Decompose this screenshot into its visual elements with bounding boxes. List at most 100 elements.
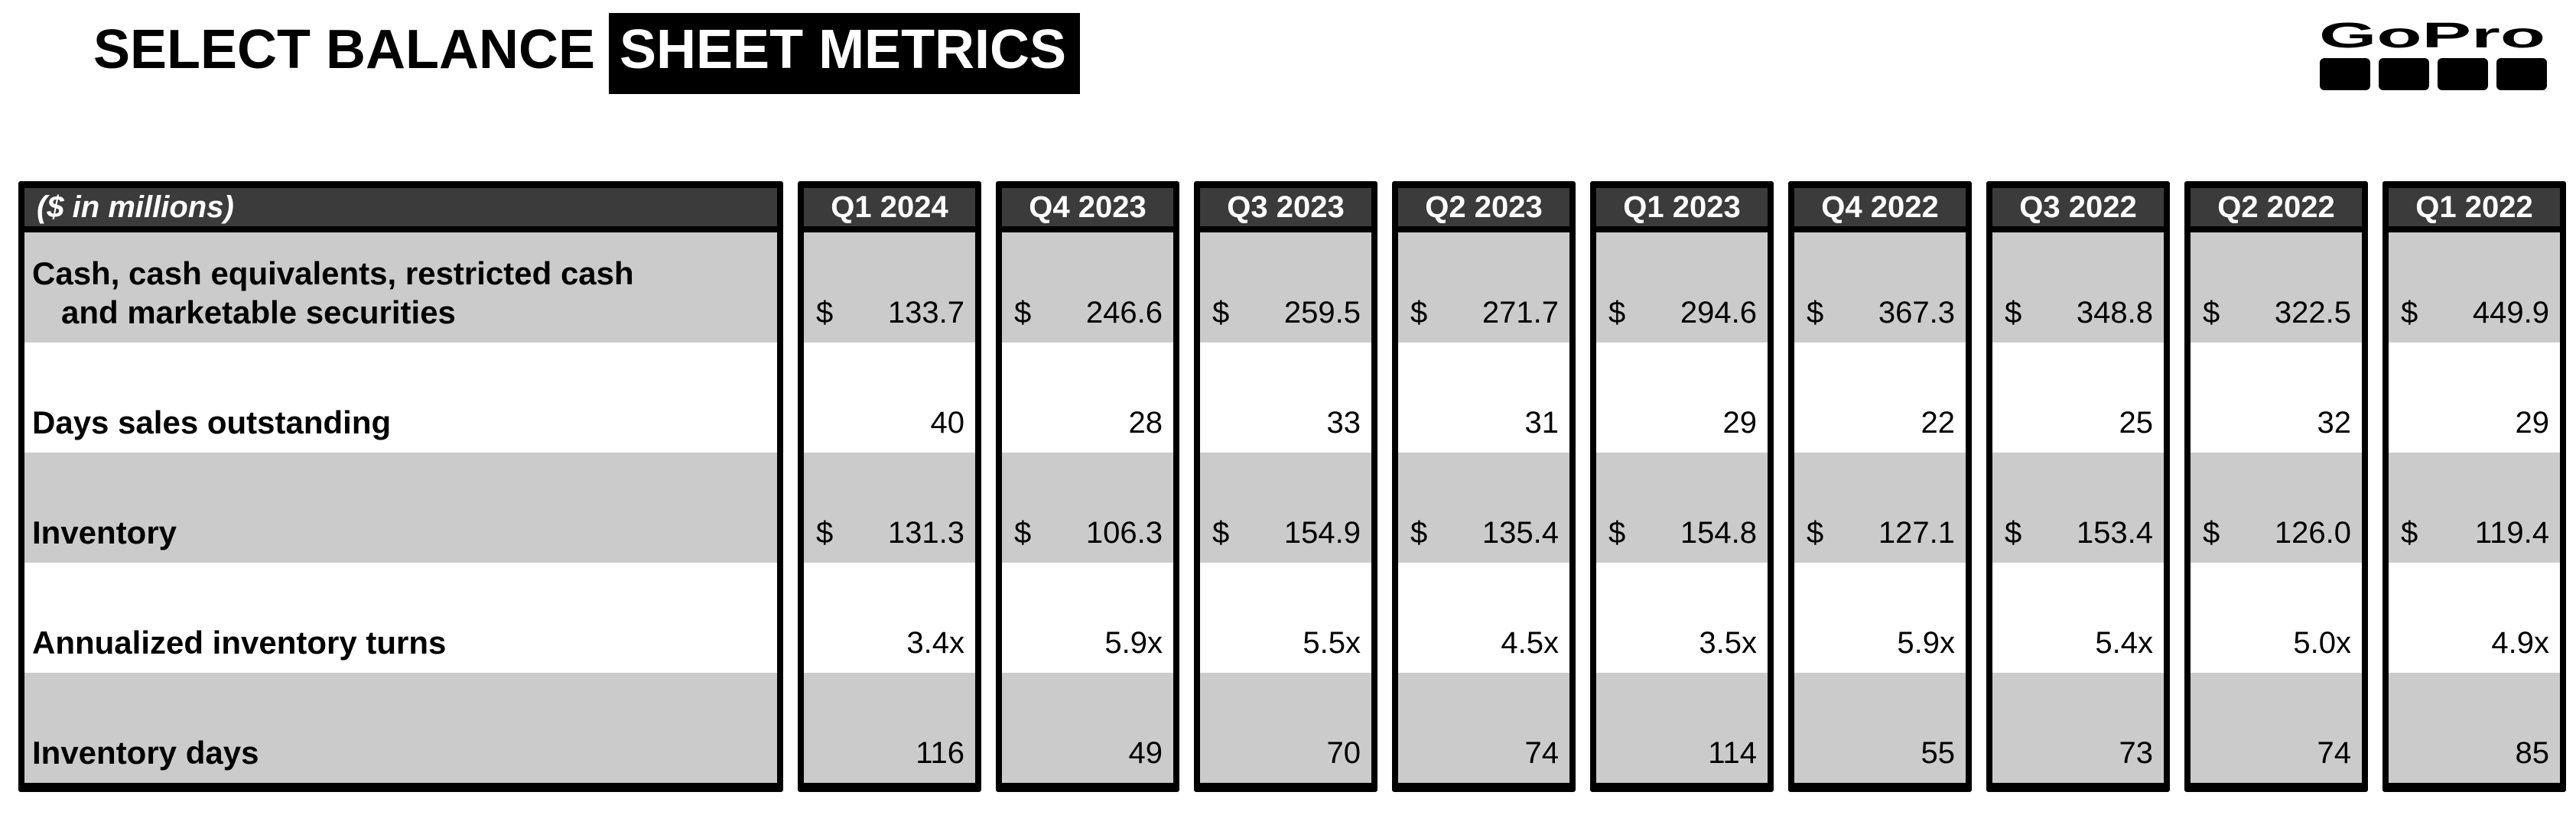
page-title: SELECT BALANCE SHEET METRICS [93,13,1081,94]
value-cell: $127.1 [1794,453,1966,563]
logo-square [2438,58,2488,90]
value-text: 4.5x [1501,626,1559,660]
metric-label-line: Days sales outstanding [32,404,392,440]
metric-label-cell: Inventory [24,453,777,563]
quarter-column: Q1 2023 $294.6 29 $154.8 3.5x 114 [1590,181,1774,792]
value-text: 153.4 [2076,516,2153,550]
value-cell: $294.6 [1596,232,1768,342]
value-cell: 73 [1992,673,2164,783]
dollar-sign: $ [1410,516,1428,550]
metric-label-cell: Cash, cash equivalents, restricted cash a… [24,232,777,342]
quarter-column: Q2 2023 $271.7 31 $135.4 4.5x 74 [1392,181,1576,792]
value-cell: 49 [1002,673,1173,783]
gopro-logo: GoPro [2317,17,2547,90]
value-text: 3.4x [906,626,964,660]
dollar-sign: $ [1608,516,1626,550]
value-cell: $153.4 [1992,453,2164,563]
value-text: 154.9 [1283,516,1361,550]
value-cell: $131.3 [804,453,975,563]
dollar-sign: $ [2401,516,2418,550]
metric-label-text: Inventory days [32,733,259,772]
value-text: 22 [1921,406,1956,440]
logo-square [2320,58,2370,90]
value-cell: $367.3 [1794,232,1966,342]
gopro-logo-squares [2317,58,2547,90]
value-text: 4.9x [2491,626,2549,660]
value-text: 271.7 [1482,296,1559,329]
dollar-sign: $ [1807,296,1824,329]
value-cell: 4.9x [2389,563,2560,673]
value-text: 106.3 [1085,516,1163,550]
quarter-column: Q3 2022 $348.8 25 $153.4 5.4x 73 [1986,181,2170,792]
balance-sheet-table: ($ in millions) Cash, cash equivalents, r… [18,181,2566,792]
value-text: 119.4 [2474,516,2549,550]
quarter-column: Q2 2022 $322.5 32 $126.0 5.0x 74 [2184,181,2368,792]
metric-label-line: Inventory [32,514,177,550]
value-text: 5.0x [2293,626,2351,660]
value-text: 29 [2515,406,2550,440]
dollar-sign: $ [816,296,834,329]
dollar-sign: $ [816,516,834,550]
dollar-sign: $ [1410,296,1428,329]
value-text: 449.9 [2472,296,2549,329]
value-text: 154.8 [1680,516,1757,550]
value-text: 73 [2119,736,2154,770]
value-cell: 74 [1398,673,1569,783]
metric-label-text: Days sales outstanding [32,403,391,442]
value-text: 28 [1128,406,1163,440]
gopro-wordmark: GoPro [2319,17,2545,54]
value-text: 367.3 [1878,296,1955,329]
value-cell: 5.0x [2191,563,2362,673]
value-cell: $154.9 [1200,453,1371,563]
value-cell: $348.8 [1992,232,2164,342]
value-text: 322.5 [2274,296,2351,329]
value-cell: 22 [1794,342,1966,453]
dollar-sign: $ [1807,516,1824,550]
value-cell: 5.9x [1002,563,1173,673]
value-text: 25 [2119,406,2154,440]
value-cell: 29 [1596,342,1768,453]
value-text: 5.9x [1104,626,1163,660]
metric-label-column: ($ in millions) Cash, cash equivalents, r… [18,181,783,792]
column-header: Q1 2024 [804,188,975,232]
metric-label-line: Cash, cash equivalents, restricted cash [32,255,634,291]
metric-label-line: Inventory days [32,734,259,771]
value-cell: $119.4 [2389,453,2560,563]
column-header: Q2 2022 [2191,188,2362,232]
value-text: 29 [1722,406,1758,440]
quarter-column: Q4 2023 $246.6 28 $106.3 5.9x 49 [996,181,1179,792]
value-cell: 5.9x [1794,563,1966,673]
column-header: Q4 2023 [1002,188,1173,232]
quarter-column: Q1 2022 $449.9 29 $119.4 4.9x 85 [2382,181,2566,792]
value-cell: 74 [2191,673,2362,783]
value-cell: 29 [2389,342,2560,453]
value-text: 40 [930,406,965,440]
value-text: 70 [1326,736,1361,770]
dollar-sign: $ [1608,296,1626,329]
value-cell: 32 [2191,342,2362,453]
value-text: 126.0 [2274,516,2351,550]
value-cell: $126.0 [2191,453,2362,563]
value-cell: 28 [1002,342,1173,453]
value-text: 32 [2317,406,2352,440]
value-text: 5.5x [1303,626,1361,660]
value-cell: 4.5x [1398,563,1569,673]
value-cell: 5.4x [1992,563,2164,673]
value-text: 246.6 [1085,296,1163,329]
dollar-sign: $ [2005,296,2022,329]
value-text: 131.3 [887,516,964,550]
value-text: 5.4x [2095,626,2153,660]
value-cell: 3.4x [804,563,975,673]
value-cell: 55 [1794,673,1966,783]
dollar-sign: $ [2203,516,2220,550]
value-cell: $271.7 [1398,232,1569,342]
value-text: 49 [1128,736,1163,770]
dollar-sign: $ [1212,516,1230,550]
value-cell: 31 [1398,342,1569,453]
metric-label-cell: Annualized inventory turns [24,563,777,673]
column-header: Q2 2023 [1398,188,1569,232]
value-text: 85 [2515,736,2550,770]
value-text: 74 [2317,736,2352,770]
metric-label-text: Inventory [32,513,177,552]
value-cell: 85 [2389,673,2560,783]
